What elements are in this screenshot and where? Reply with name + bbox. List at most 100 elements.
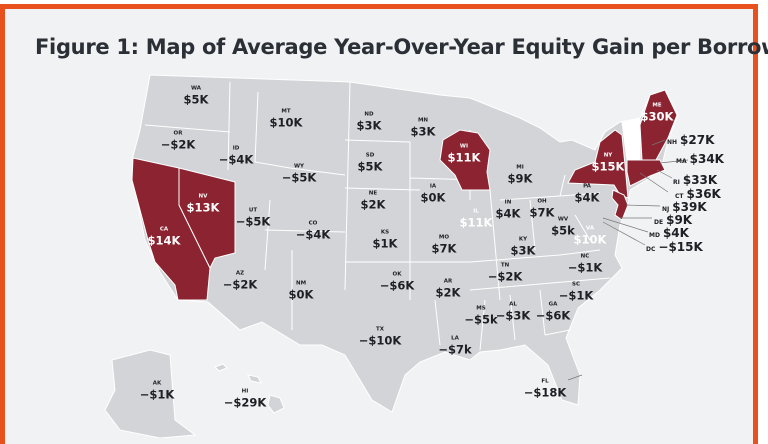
state-label-al: AL −$3K <box>496 301 531 322</box>
state-abbr: DE <box>654 219 664 226</box>
state-label-ne: NE $2K <box>361 191 386 211</box>
state-abbr: TN <box>500 262 510 269</box>
state-label-mo: MO $7K <box>431 234 457 255</box>
state-value: $10K <box>573 232 607 246</box>
state-abbr: CA <box>159 226 169 233</box>
state-abbr: NY <box>603 152 613 159</box>
state-value: $3K <box>410 124 436 138</box>
state-value: −$15K <box>658 240 703 254</box>
state-label-co: CO −$4K <box>295 220 331 241</box>
state-shape-nj <box>611 189 629 221</box>
state-label-ok: OK −$6K <box>380 272 415 292</box>
state-abbr: RI <box>673 179 680 186</box>
state-value: $2K <box>435 285 461 299</box>
state-value: $4K <box>662 226 689 240</box>
state-abbr: NV <box>198 193 208 200</box>
state-abbr: IL <box>473 208 479 215</box>
state-value: −$1K <box>139 387 175 401</box>
state-value: $10K <box>269 115 303 129</box>
state-label-sd: SD $5K <box>357 152 383 173</box>
state-value: $0K <box>420 190 446 204</box>
state-abbr: MS <box>476 305 486 312</box>
state-value: $34K <box>689 152 724 166</box>
state-value: $4K <box>495 206 521 220</box>
callout-label-dc: DC −$15K <box>646 238 703 254</box>
state-value: $4K <box>574 190 600 204</box>
state-label-ms: MS −$5k <box>464 305 498 326</box>
state-abbr: MA <box>676 158 687 165</box>
callout-label-nj: NJ $39K <box>662 198 707 214</box>
state-label-il: IL $11K <box>459 208 493 229</box>
hawaii-shape <box>214 363 285 414</box>
state-abbr: IN <box>504 199 512 206</box>
state-value: −$4K <box>295 227 331 241</box>
state-value: $1K <box>372 236 398 250</box>
state-label-ga: GA −$6K <box>536 301 571 322</box>
contiguous-us-shape <box>131 74 679 413</box>
state-shape-nh-me <box>639 89 678 161</box>
state-label-va: VA $10K <box>573 226 607 246</box>
callout-label-de: DE $9K <box>654 211 692 227</box>
state-value: −$5K <box>235 214 271 228</box>
highlighted-states <box>131 89 678 301</box>
callout-lines <box>567 139 689 381</box>
state-value: $9K <box>507 171 533 185</box>
alaska-shape <box>104 349 197 438</box>
state-abbr: GA <box>548 301 558 308</box>
state-value: −$2K <box>160 137 196 151</box>
state-label-ar: AR $2K <box>435 278 461 299</box>
state-label-id: ID −$4K <box>218 145 254 166</box>
state-value: $33K <box>682 173 718 187</box>
state-abbr: FL <box>541 378 549 385</box>
state-abbr: AL <box>509 301 517 308</box>
state-value: $0K <box>288 287 314 301</box>
state-shape-ma-ct-ri <box>626 159 666 187</box>
state-abbr: AZ <box>235 270 245 277</box>
state-abbr: IA <box>429 183 437 190</box>
state-value: −$29K <box>223 395 267 409</box>
state-label-oh: OH $7K <box>530 198 555 219</box>
state-value: −$5K <box>281 170 317 184</box>
state-abbr: MD <box>649 232 660 239</box>
callout-label-ma: MA $34K <box>676 150 724 166</box>
state-abbr: OH <box>537 198 547 205</box>
state-abbr: MI <box>516 164 524 171</box>
state-label-me: ME $30K <box>641 103 674 123</box>
state-label-ky: KY $3K <box>510 236 536 257</box>
state-abbr: CO <box>308 220 318 227</box>
state-abbr: KY <box>518 236 528 243</box>
state-abbr: WA <box>190 85 202 92</box>
state-value: $11K <box>459 215 493 229</box>
state-abbr: MN <box>417 117 429 124</box>
state-abbr: ND <box>364 111 374 118</box>
state-abbr: KS <box>380 229 390 236</box>
state-abbr: AK <box>152 380 162 387</box>
state-shape-wi <box>439 129 491 191</box>
state-label-wi: WI $11K <box>447 144 481 164</box>
state-value: $15K <box>591 159 625 173</box>
state-abbr: AR <box>443 278 453 285</box>
state-abbr: ID <box>232 145 240 152</box>
state-value: −$7k <box>438 342 472 356</box>
state-label-nd: ND $3K <box>357 111 382 132</box>
callout-label-ct: CT $36K <box>675 185 721 201</box>
state-label-ak: AK −$1K <box>139 380 175 401</box>
state-value: $3K <box>510 243 536 257</box>
state-label-pa: PA $4K <box>574 184 600 204</box>
state-value: −$5k <box>464 312 498 326</box>
state-label-hi: HI −$29K <box>223 389 267 409</box>
state-abbr: SD <box>365 152 375 159</box>
state-abbr: SC <box>572 281 580 288</box>
state-value: $5K <box>357 159 383 173</box>
state-value: −$4K <box>218 152 254 166</box>
state-abbr: MT <box>281 108 291 115</box>
state-value: $11K <box>447 150 481 164</box>
state-label-ks: KS $1K <box>372 229 398 250</box>
state-abbr: DC <box>646 246 656 253</box>
state-label-nc: NC −$1K <box>568 254 603 274</box>
state-value: $7K <box>431 241 457 255</box>
state-label-in: IN $4K <box>495 199 521 220</box>
state-label-la: LA −$7k <box>438 336 472 356</box>
state-abbr: MO <box>438 234 450 241</box>
